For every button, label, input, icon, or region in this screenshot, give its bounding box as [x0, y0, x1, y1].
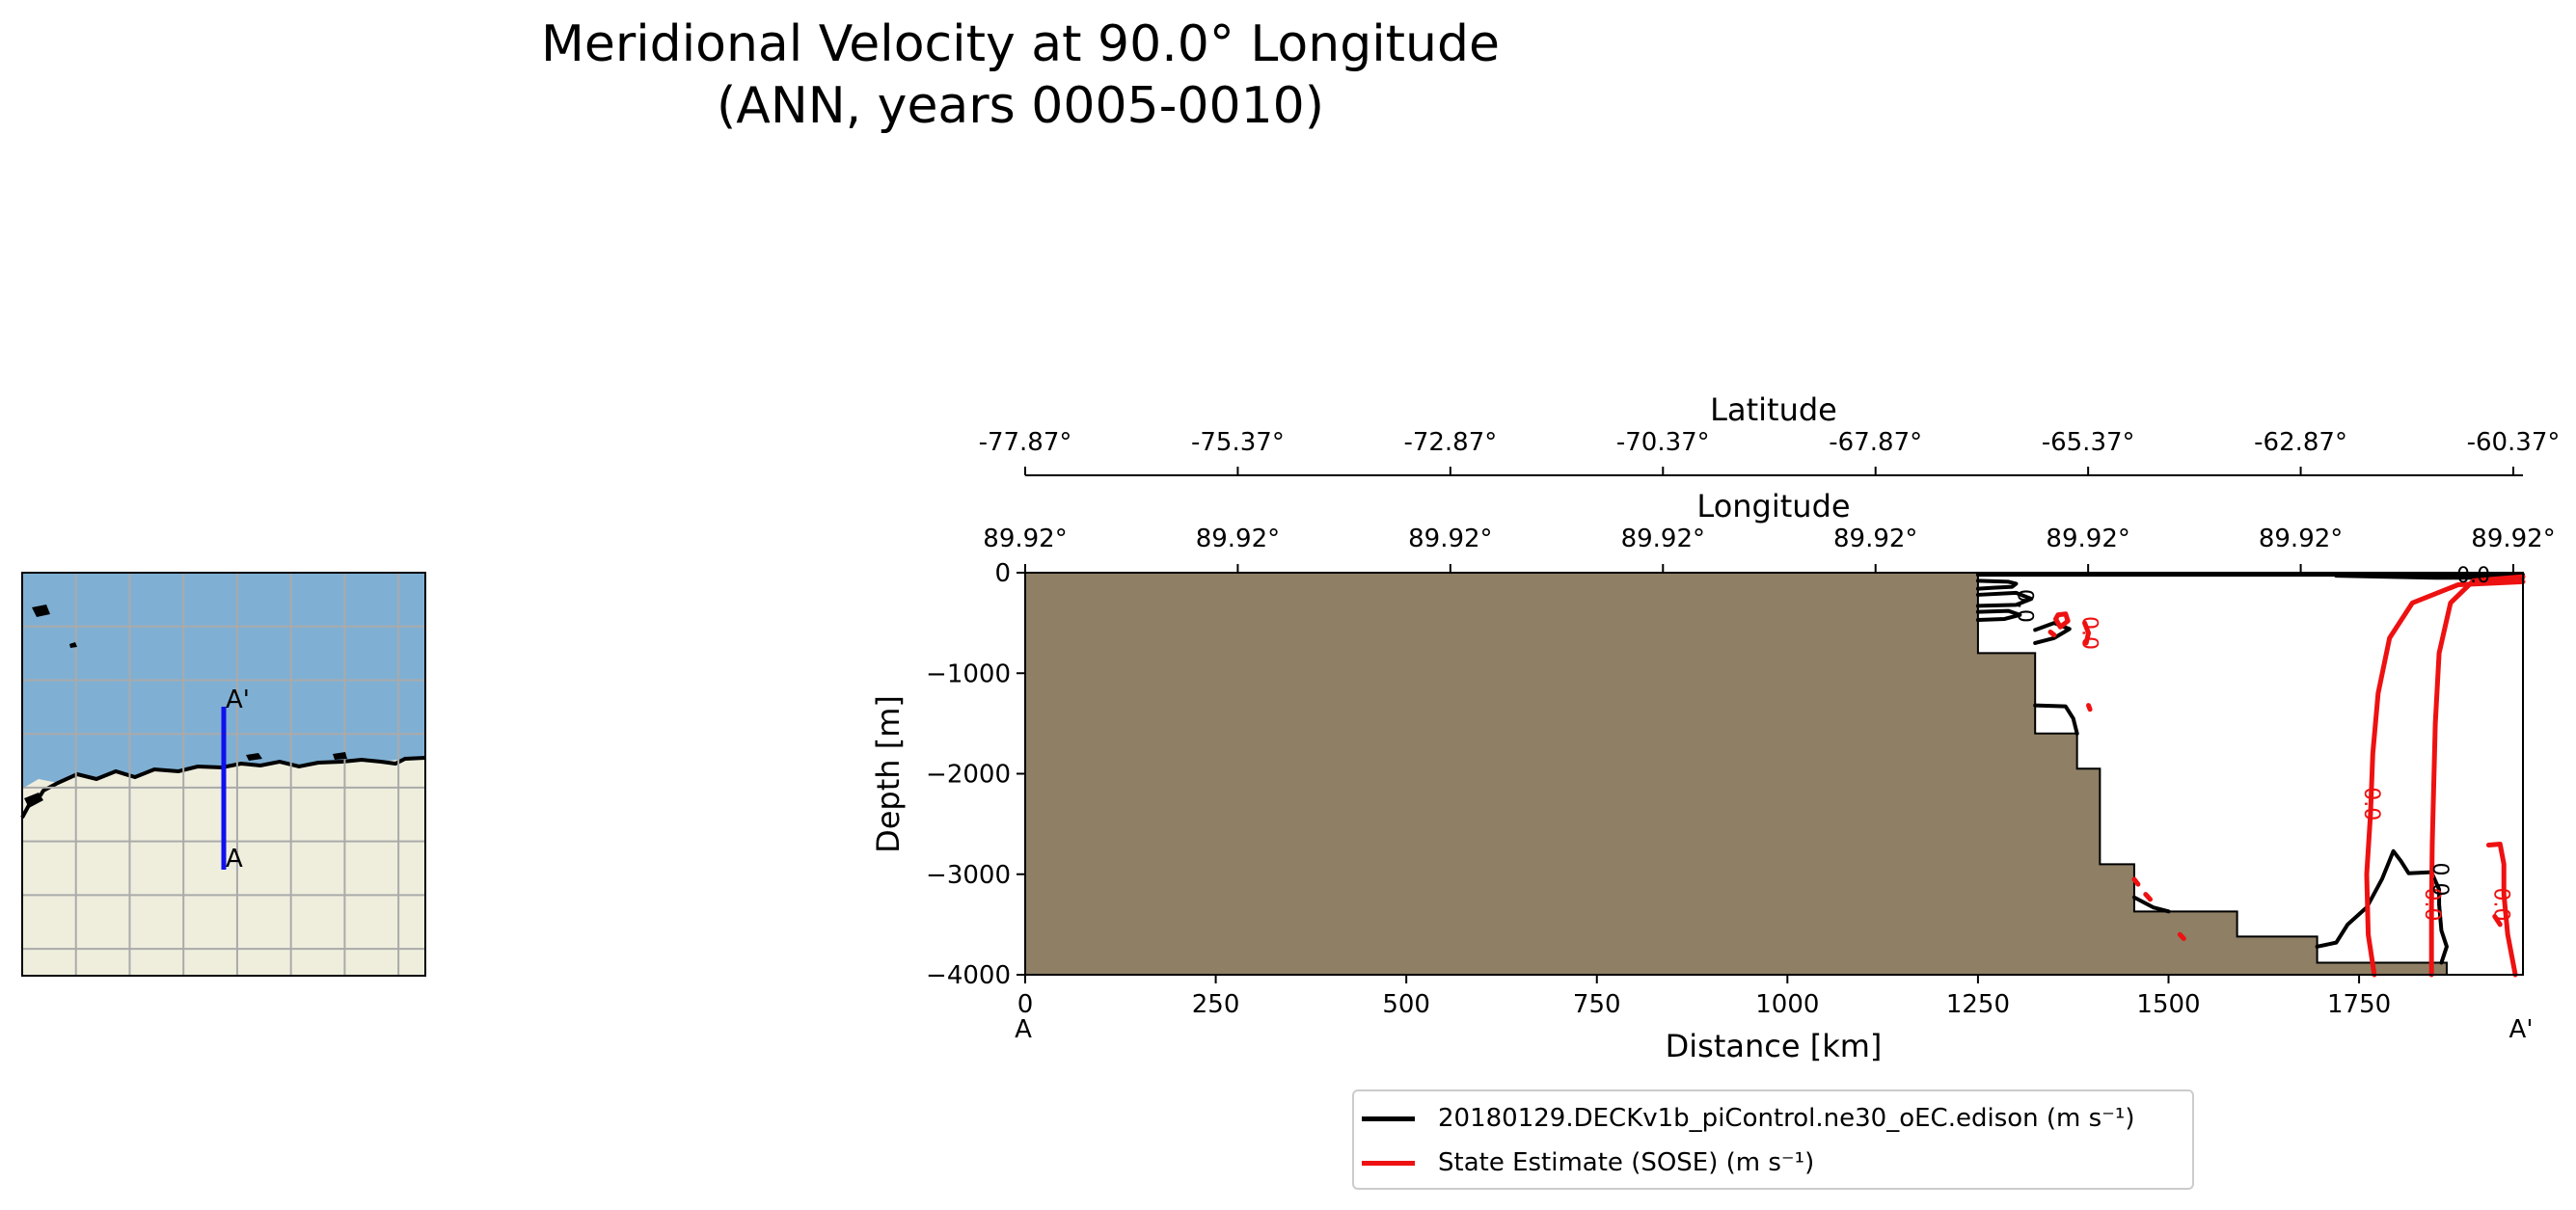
legend-item-obs: State Estimate (SOSE) (m s⁻¹) [1362, 1143, 1814, 1182]
x-tick-label: 1250 [1946, 990, 2010, 1019]
x-tick-label: 750 [1573, 990, 1621, 1019]
contour-line-obs [2428, 574, 2526, 978]
contour-labels: 0.00.0 0.00.00.00.00.0 [2012, 564, 2512, 921]
start-point-label: A [1015, 1015, 1032, 1044]
contour-line-model [2033, 621, 2072, 645]
latitude-tick-label: -75.37° [1191, 428, 1285, 457]
contour-line-model [2033, 703, 2079, 736]
contour-line-obs [2053, 611, 2071, 630]
inset-map: A' A [20, 572, 426, 977]
y-tick-label: −3000 [926, 861, 1011, 890]
end-point-label: A' [2509, 1015, 2534, 1044]
contour-line-obs [2047, 630, 2057, 638]
legend-swatch-obs [1362, 1160, 1415, 1166]
inset-map-label-start: A [226, 845, 243, 874]
contour-label: 0.0 [2077, 616, 2101, 650]
figure-title-line2: (ANN, years 0005-0010) [717, 77, 1324, 135]
latitude-axis: -77.87° -75.37° -72.87° -70.37° -67.87° -65.3… [979, 428, 2561, 476]
y-axis-label: Depth [m] [870, 695, 907, 853]
longitude-tick-label: 89.92° [983, 524, 1067, 553]
longitude-axis-label: Longitude [1696, 488, 1850, 524]
inset-map-coastline [20, 756, 426, 819]
contour-line-obs [2131, 876, 2141, 887]
contour-line-model [2334, 574, 2525, 580]
chart: 0.00.0 0.00.00.00.00.0 0 250 500 750 1000 1250… [870, 391, 2560, 1064]
contour-line-model [1975, 608, 2022, 622]
contour-line-obs [2492, 914, 2503, 928]
contour-label: 0.0 [2359, 787, 2383, 820]
y-tick-label: 0 [994, 559, 1011, 588]
legend-swatch-model [1362, 1116, 1415, 1121]
longitude-tick-label: 89.92° [1621, 524, 1705, 553]
contour-label: 0.0 [2427, 862, 2452, 896]
legend-label-model: 20180129.DECKv1b_piControl.ne30_oEC.edis… [1438, 1104, 2135, 1133]
x-axis-label: Distance [km] [1666, 1028, 1883, 1064]
x-tick-label: 0 [1017, 990, 1034, 1019]
latitude-tick-label: -62.87° [2254, 428, 2347, 457]
latitude-tick-label: -65.37° [2042, 428, 2135, 457]
x-tick-label: 1750 [2327, 990, 2391, 1019]
figure-title-line1: Meridional Velocity at 90.0° Longitude [541, 15, 1500, 73]
contour-label: 0.0 [2420, 888, 2444, 922]
longitude-tick-label: 89.92° [2259, 524, 2343, 553]
contour-line-model [1975, 578, 2019, 591]
longitude-tick-label: 89.92° [2471, 524, 2555, 553]
contour-line-model [2315, 848, 2449, 965]
inset-map-label-end: A' [226, 686, 250, 714]
contour-line-obs [2177, 931, 2186, 941]
contour-line-obs [2143, 892, 2154, 902]
longitude-axis: 89.92° 89.92° 89.92° 89.92° 89.92° 89.92° 89.9… [983, 524, 2556, 573]
contour-line-model [2131, 895, 2171, 914]
latitude-tick-label: -70.37° [1616, 428, 1710, 457]
latitude-tick-label: -67.87° [1829, 428, 1922, 457]
y-tick-label: −2000 [926, 761, 1011, 790]
contour-label: 0.0 [2456, 564, 2490, 588]
contour-line-obs [2485, 841, 2518, 978]
latitude-axis-label: Latitude [1710, 391, 1837, 428]
contour-line-obs [2082, 620, 2092, 646]
contour-line-model [1975, 590, 2034, 608]
contour-label: 0.0 [2012, 589, 2036, 623]
longitude-tick-label: 89.92° [2046, 524, 2129, 553]
x-tick-label: 250 [1192, 990, 1240, 1019]
x-axis-ticks: 0 250 500 750 1000 1250 1500 1750 [1017, 975, 2391, 1019]
contour-label: 0.0 [2488, 888, 2512, 922]
contour-line-obs [2364, 578, 2526, 978]
y-tick-label: −4000 [926, 961, 1011, 990]
contour-line-obs [2086, 703, 2093, 713]
latitude-tick-label: -60.37° [2467, 428, 2561, 457]
y-tick-label: −1000 [926, 659, 1011, 688]
longitude-tick-label: 89.92° [1196, 524, 1280, 553]
bathymetry-land [1024, 572, 2448, 976]
legend-item-model: 20180129.DECKv1b_piControl.ne30_oEC.edis… [1362, 1099, 2134, 1138]
x-tick-label: 1000 [1755, 990, 1819, 1019]
latitude-tick-label: -77.87° [979, 428, 1072, 457]
y-axis-ticks: 0 −1000 −2000 −3000 −4000 [926, 559, 1025, 990]
legend-label-obs: State Estimate (SOSE) (m s⁻¹) [1438, 1148, 1815, 1177]
longitude-tick-label: 89.92° [1833, 524, 1917, 553]
contour-lines [1975, 573, 2526, 978]
longitude-tick-label: 89.92° [1408, 524, 1492, 553]
x-tick-label: 500 [1382, 990, 1430, 1019]
x-tick-label: 1500 [2136, 990, 2200, 1019]
latitude-tick-label: -72.87° [1403, 428, 1497, 457]
inset-map-islands [24, 605, 347, 808]
legend: 20180129.DECKv1b_piControl.ne30_oEC.edis… [1352, 1089, 2194, 1190]
inset-map-frame [21, 572, 426, 977]
